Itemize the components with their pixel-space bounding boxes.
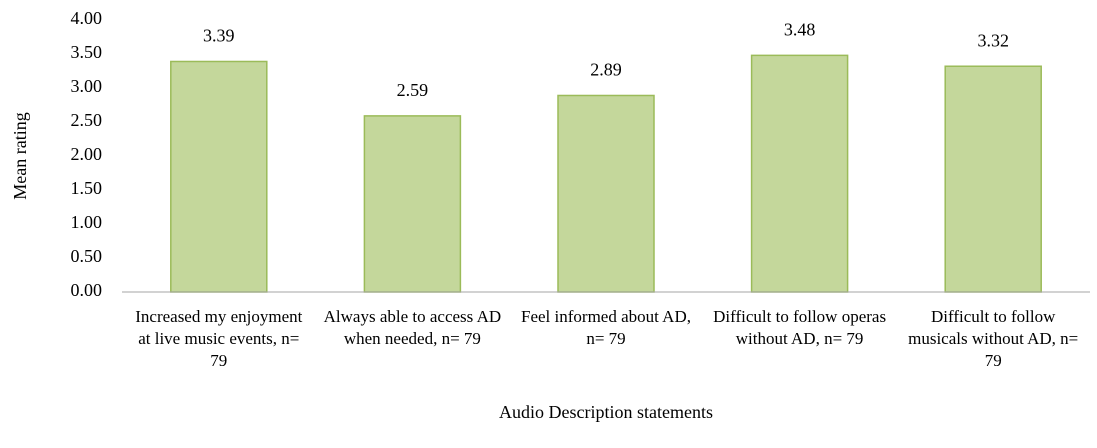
y-tick-label: 1.50 — [71, 178, 103, 198]
y-tick-label: 0.00 — [71, 280, 103, 300]
y-tick-label: 3.00 — [71, 76, 103, 96]
data-label: 3.48 — [784, 19, 816, 39]
bar — [944, 65, 1042, 293]
data-label: 2.59 — [397, 80, 429, 100]
y-tick-label: 2.50 — [71, 110, 103, 130]
x-tick-label: Difficult to follow operas without AD, n… — [713, 307, 887, 348]
y-tick-label: 4.00 — [71, 8, 103, 28]
bar — [363, 115, 462, 293]
x-tick-label: Always able to access AD when needed, n=… — [323, 307, 502, 348]
y-tick-label: 1.00 — [71, 212, 103, 232]
x-axis-title: Audio Description statements — [499, 402, 713, 422]
x-tick-label: Feel informed about AD, n= 79 — [521, 307, 691, 348]
data-label: 3.39 — [203, 26, 235, 46]
x-tick-label: Difficult to follow musicals without AD,… — [908, 307, 1079, 370]
y-tick-label: 2.00 — [71, 144, 103, 164]
y-tick-label: 3.50 — [71, 42, 103, 62]
bar — [557, 94, 655, 293]
y-axis-title: Mean rating — [10, 112, 30, 199]
data-label: 2.89 — [590, 60, 622, 80]
x-tick-label: Increased my enjoyment at live music eve… — [135, 307, 303, 370]
data-label: 3.32 — [977, 30, 1009, 50]
bar — [750, 54, 849, 293]
y-tick-label: 0.50 — [71, 246, 103, 266]
bar — [170, 60, 268, 293]
